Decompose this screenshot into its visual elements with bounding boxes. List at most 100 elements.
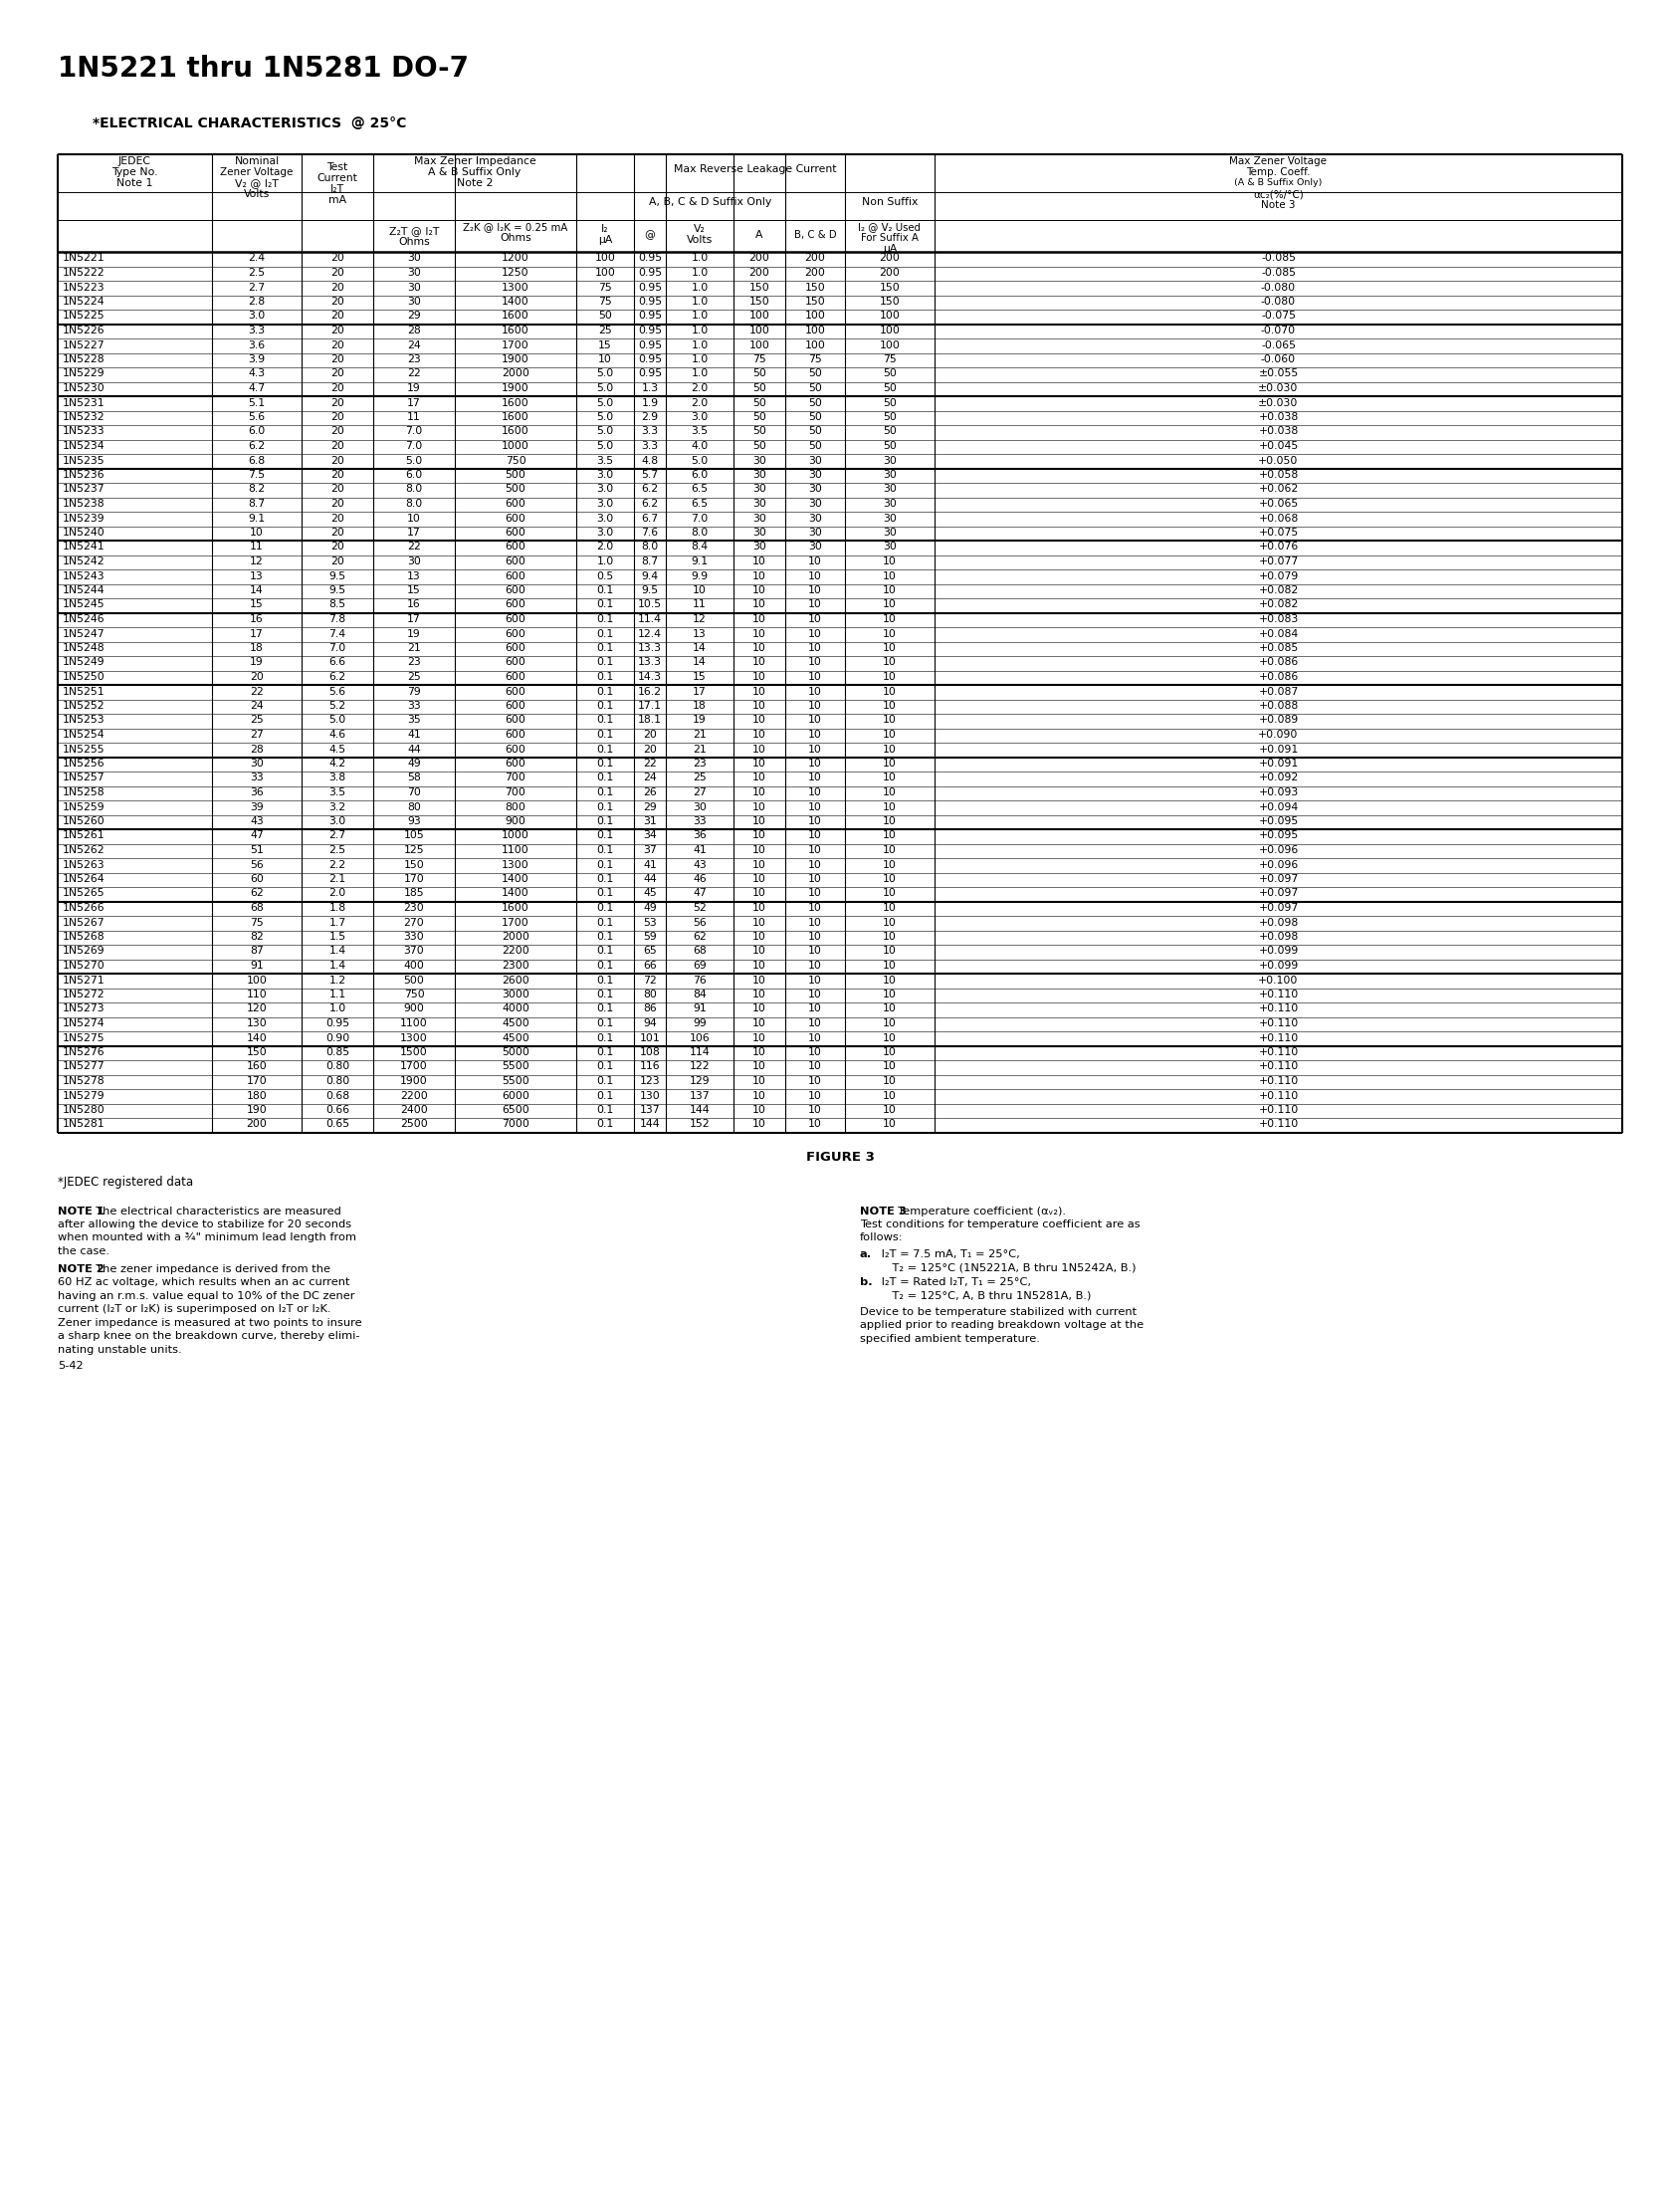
Text: 20: 20 [331,456,344,465]
Text: 2.4: 2.4 [247,254,266,263]
Text: 1N5262: 1N5262 [62,845,105,856]
Text: a sharp knee on the breakdown curve, thereby elimi-: a sharp knee on the breakdown curve, the… [59,1332,359,1340]
Text: 8.4: 8.4 [691,542,707,553]
Text: 0.1: 0.1 [597,1004,614,1013]
Text: 0.1: 0.1 [597,657,614,668]
Text: 230: 230 [403,902,425,914]
Text: 116: 116 [639,1062,660,1071]
Text: 2600: 2600 [502,975,528,984]
Text: 24: 24 [642,772,657,783]
Text: 0.1: 0.1 [597,947,614,956]
Text: 4.2: 4.2 [329,759,346,768]
Text: 20: 20 [642,730,657,739]
Text: 10: 10 [752,845,766,856]
Text: 50: 50 [808,383,821,394]
Text: 10: 10 [883,759,896,768]
Text: 50: 50 [752,427,766,436]
Text: 10: 10 [883,845,896,856]
Text: 24: 24 [249,701,264,710]
Text: 50: 50 [752,369,766,378]
Text: 3.0: 3.0 [597,513,614,522]
Text: 10: 10 [883,586,896,595]
Text: 8.2: 8.2 [247,484,266,493]
Text: 36: 36 [692,832,706,841]
Text: 2.9: 2.9 [640,411,659,422]
Text: 0.1: 0.1 [597,787,614,796]
Text: 1N5268: 1N5268 [62,931,105,942]
Text: 10: 10 [808,787,821,796]
Text: 20: 20 [331,254,344,263]
Text: 6.0: 6.0 [405,469,423,480]
Text: 6.2: 6.2 [640,484,659,493]
Text: 150: 150 [879,283,900,292]
Text: 900: 900 [403,1004,425,1013]
Text: 19: 19 [406,628,421,639]
Text: 5-42: 5-42 [59,1360,84,1371]
Text: 1700: 1700 [502,341,528,349]
Text: 1250: 1250 [502,268,528,279]
Text: 5.0: 5.0 [597,440,614,451]
Text: μA: μA [883,243,896,254]
Text: 10: 10 [808,1075,821,1086]
Text: 200: 200 [749,254,769,263]
Text: 10: 10 [883,1119,896,1130]
Text: 4.8: 4.8 [640,456,659,465]
Text: 8.5: 8.5 [329,599,346,611]
Text: Temperature coefficient (αᵥ₂).: Temperature coefficient (αᵥ₂). [891,1206,1065,1217]
Text: 20: 20 [331,469,344,480]
Text: 10: 10 [752,975,766,984]
Text: 30: 30 [883,529,896,538]
Text: +0.082: +0.082 [1257,586,1297,595]
Text: 3.0: 3.0 [597,498,614,509]
Text: 600: 600 [505,730,525,739]
Text: +0.065: +0.065 [1257,498,1297,509]
Text: 13: 13 [692,628,706,639]
Text: αc₂(%/°C): αc₂(%/°C) [1252,190,1302,199]
Text: @: @ [644,230,655,239]
Text: 66: 66 [642,960,657,971]
Text: 600: 600 [505,571,525,582]
Text: +0.097: +0.097 [1257,874,1297,885]
Text: 144: 144 [689,1106,709,1115]
Text: 10: 10 [808,918,821,927]
Text: 50: 50 [808,398,821,407]
Text: 10: 10 [752,832,766,841]
Text: 1.8: 1.8 [329,902,346,914]
Text: 13.3: 13.3 [637,644,662,653]
Text: 1N5227: 1N5227 [62,341,105,349]
Text: 20: 20 [249,672,264,681]
Text: 1600: 1600 [502,902,528,914]
Text: 10: 10 [752,772,766,783]
Text: 10: 10 [883,1075,896,1086]
Text: 20: 20 [331,398,344,407]
Text: 3.3: 3.3 [640,427,659,436]
Text: 25: 25 [406,672,421,681]
Text: 6.2: 6.2 [640,498,659,509]
Text: 5.0: 5.0 [597,427,614,436]
Text: +0.077: +0.077 [1257,557,1297,566]
Text: 200: 200 [879,254,900,263]
Text: 140: 140 [246,1033,268,1042]
Text: 14.3: 14.3 [637,672,662,681]
Text: 10: 10 [883,1091,896,1102]
Text: 58: 58 [406,772,421,783]
Text: 500: 500 [505,469,525,480]
Text: 19: 19 [406,383,421,394]
Text: 10: 10 [808,628,821,639]
Text: 2.7: 2.7 [329,832,346,841]
Text: 125: 125 [403,845,425,856]
Text: +0.084: +0.084 [1257,628,1297,639]
Text: 49: 49 [406,759,421,768]
Text: 150: 150 [804,296,824,307]
Text: 10: 10 [808,714,821,726]
Text: 99: 99 [692,1018,706,1029]
Text: follows:: follows: [859,1232,903,1243]
Text: 1600: 1600 [502,398,528,407]
Text: 100: 100 [804,325,824,336]
Text: 30: 30 [883,542,896,553]
Text: 10: 10 [883,1046,896,1057]
Text: 10: 10 [752,571,766,582]
Text: 600: 600 [505,599,525,611]
Text: Z₂T @ I₂T: Z₂T @ I₂T [388,226,438,237]
Text: 600: 600 [505,498,525,509]
